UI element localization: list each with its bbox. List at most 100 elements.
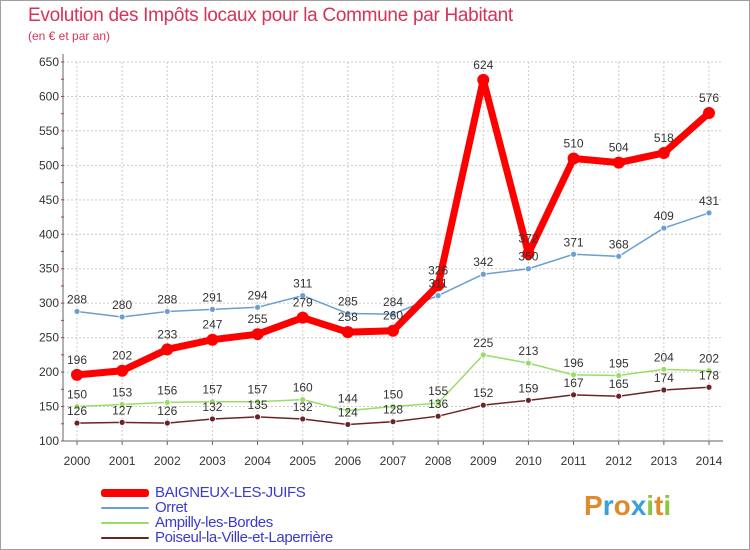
data-label-1-2008: 311 (429, 277, 448, 291)
y-tick-label-250: 250 (39, 331, 59, 345)
data-point-0-2000 (71, 368, 83, 381)
data-label-2-2002: 156 (157, 383, 177, 397)
legend-item-2[interactable]: Ampilly-les-Bordes (101, 514, 333, 531)
y-tick-label-400: 400 (39, 227, 59, 241)
data-label-1-2012: 368 (609, 237, 629, 251)
data-label-1-2005: 311 (293, 277, 312, 291)
data-label-0-2006: 258 (338, 310, 358, 324)
x-tick-label-2003: 2003 (199, 454, 226, 468)
data-label-1-2009: 342 (473, 255, 493, 269)
legend-item-1[interactable]: Orret (101, 499, 333, 516)
data-label-2-2006: 144 (338, 392, 358, 406)
data-label-3-2007: 128 (383, 403, 403, 417)
data-label-0-2001: 202 (112, 349, 132, 363)
x-tick-label-2004: 2004 (244, 454, 271, 468)
data-point-1-2004 (254, 303, 261, 311)
data-label-1-2004: 294 (248, 288, 268, 302)
data-point-0-2005 (296, 311, 309, 324)
data-label-3-2003: 132 (202, 400, 222, 414)
data-point-3-2004 (254, 413, 261, 421)
data-point-0-2009 (477, 73, 490, 86)
data-point-1-2011 (570, 250, 577, 258)
series-3 (73, 383, 713, 428)
series-1 (73, 209, 713, 321)
legend-item-3[interactable]: Poiseul-la-Ville-et-Laperrière (101, 529, 333, 546)
x-tick-label-2005: 2005 (289, 454, 316, 468)
data-point-1-2002 (163, 308, 171, 315)
data-label-1-2000: 288 (67, 292, 87, 306)
data-point-2-2009 (479, 351, 487, 359)
data-label-0-2007: 260 (383, 309, 403, 323)
logo-letter-1: r (602, 490, 614, 521)
y-tick-label-100: 100 (39, 434, 59, 448)
data-label-1-2010: 350 (518, 250, 538, 264)
data-point-0-2008 (432, 279, 445, 292)
legend-swatch-1 (101, 506, 149, 509)
data-label-3-2005: 132 (293, 400, 313, 414)
data-label-0-2008: 326 (428, 263, 448, 277)
legend-item-0[interactable]: BAIGNEUX-LES-JUIFS (101, 484, 333, 501)
legend-swatch-0 (101, 488, 149, 497)
data-point-1-2001 (118, 313, 126, 321)
legend-swatch-2 (101, 521, 149, 524)
data-label-2-2000: 150 (67, 388, 87, 402)
proxiti-logo[interactable]: Proxiti (584, 490, 671, 522)
data-label-0-2000: 196 (67, 353, 87, 367)
data-point-0-2011 (567, 152, 580, 165)
data-label-2-2010: 213 (518, 344, 538, 358)
data-label-2-2003: 157 (202, 383, 222, 397)
y-tick-label-300: 300 (39, 296, 59, 310)
data-point-2-2006 (344, 407, 352, 415)
data-point-1-2005 (299, 292, 307, 300)
data-label-2-2014: 202 (699, 352, 719, 366)
data-point-3-2008 (434, 412, 442, 420)
data-point-3-2007 (389, 418, 397, 426)
data-label-2-2012: 195 (609, 357, 629, 371)
x-tick-label-2000: 2000 (64, 454, 91, 468)
data-label-1-2006: 285 (338, 295, 358, 309)
legend-label-1: Orret (155, 499, 188, 516)
data-label-1-2011: 371 (564, 235, 584, 249)
data-label-2-2007: 150 (383, 388, 403, 402)
legend-swatch-3 (101, 536, 149, 539)
data-point-1-2009 (479, 270, 487, 278)
data-label-2-2008: 155 (428, 384, 448, 398)
legend: BAIGNEUX-LES-JUIFS Orret Ampilly-les-Bor… (101, 484, 333, 546)
data-point-1-2000 (73, 308, 81, 315)
x-tick-label-2002: 2002 (154, 454, 181, 468)
data-point-0-2007 (387, 324, 399, 337)
x-tick-label-2007: 2007 (380, 454, 407, 468)
data-point-1-2007 (389, 310, 397, 318)
data-label-3-2004: 135 (248, 398, 268, 412)
data-point-1-2014 (705, 209, 713, 217)
data-point-1-2012 (615, 252, 623, 260)
data-label-3-2009: 152 (473, 386, 493, 400)
y-tick-label-500: 500 (39, 158, 59, 172)
data-label-2-2005: 160 (293, 381, 313, 395)
data-point-2-2010 (525, 359, 532, 367)
x-tick-label-2008: 2008 (425, 454, 452, 468)
data-label-2-2013: 204 (654, 350, 674, 364)
logo-letter-4: i (646, 490, 655, 521)
data-point-1-2006 (344, 310, 352, 317)
data-label-0-2012: 504 (609, 141, 629, 155)
data-label-3-2013: 174 (654, 371, 674, 385)
data-label-1-2003: 291 (202, 290, 222, 304)
data-label-2-2011: 196 (564, 356, 584, 370)
x-tick-label-2001: 2001 (109, 454, 136, 468)
data-point-3-2002 (163, 419, 171, 427)
x-tick-label-2009: 2009 (470, 454, 497, 468)
data-label-3-2006: 124 (338, 405, 358, 419)
data-label-0-2002: 233 (157, 327, 177, 341)
legend-label-3: Poiseul-la-Ville-et-Laperrière (155, 529, 333, 546)
data-label-0-2013: 518 (654, 131, 674, 145)
data-label-3-2008: 136 (428, 397, 448, 411)
data-point-3-2014 (705, 383, 713, 391)
data-point-2-2001 (118, 401, 126, 408)
data-label-2-2009: 225 (473, 336, 493, 350)
data-point-0-2001 (116, 364, 129, 377)
data-point-2-2007 (389, 403, 397, 410)
data-label-3-2012: 165 (609, 377, 629, 391)
